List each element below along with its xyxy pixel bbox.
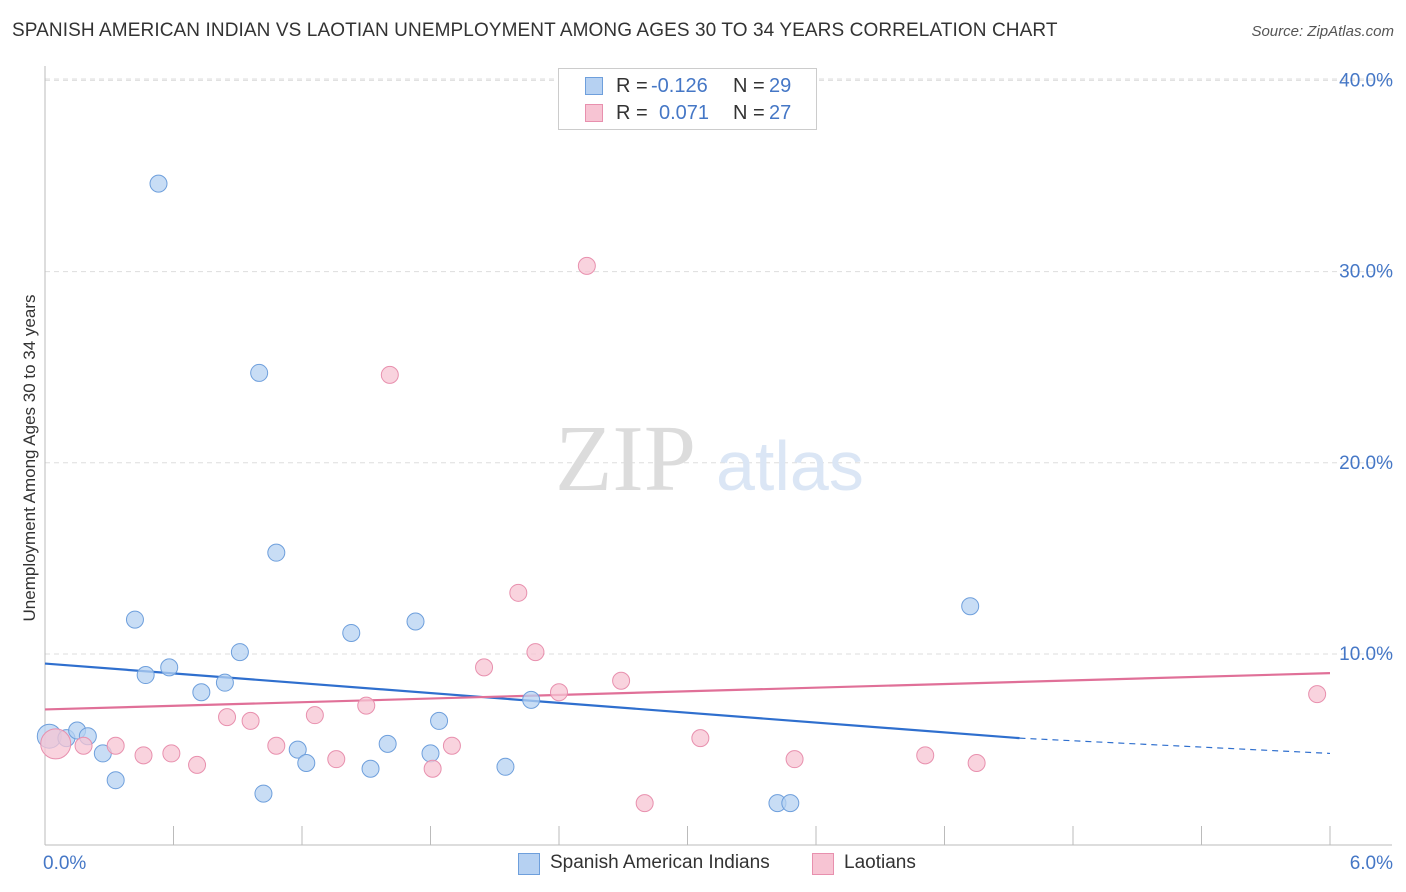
blue-point [406, 612, 425, 631]
blue-point [496, 757, 515, 776]
pink-point [218, 708, 237, 727]
blue-point [378, 734, 397, 753]
pink-point [106, 736, 125, 755]
y-tick-label: 20.0% [1339, 453, 1393, 474]
blue-point [342, 623, 361, 642]
legend-swatch-blue [585, 77, 603, 95]
blue-point [136, 666, 155, 685]
legend-r-label: R = [616, 102, 648, 124]
x-tick-label-end: 6.0% [1350, 853, 1393, 874]
blue-point [192, 683, 211, 702]
pink-point [267, 736, 286, 755]
pink-point [423, 759, 442, 778]
trend-line-laotians [44, 672, 1331, 711]
pink-point [635, 794, 654, 813]
blue-point [297, 753, 316, 772]
pink-point [241, 711, 260, 730]
chart-title: SPANISH AMERICAN INDIAN VS LAOTIAN UNEMP… [12, 20, 1058, 41]
legend-n-label: N = [733, 102, 765, 124]
blue-point [361, 759, 380, 778]
watermark-zip: ZIP [555, 407, 696, 511]
blue-point [250, 363, 269, 382]
pink-point [305, 706, 324, 725]
y-tick-label: 10.0% [1339, 644, 1393, 665]
y-tick-label: 40.0% [1339, 70, 1393, 91]
blue-point [125, 610, 144, 629]
pink-point [509, 583, 528, 602]
blue-point [781, 794, 800, 813]
gridlines [45, 78, 1392, 655]
watermark-atlas: atlas [716, 427, 864, 505]
legend-r-label: R = [616, 75, 648, 97]
legend-swatch-pink [585, 104, 603, 122]
pink-point [691, 729, 710, 748]
y-axis-label: Unemployment Among Ages 30 to 34 years [20, 294, 39, 622]
data-points [36, 174, 1327, 813]
pink-point [916, 746, 935, 765]
pink-point [1308, 685, 1327, 704]
pink-point [188, 755, 207, 774]
pink-point [526, 643, 545, 662]
pink-point [967, 753, 986, 772]
blue-point [160, 658, 179, 677]
pink-point [40, 728, 72, 760]
blue-point [421, 744, 440, 763]
pink-point [162, 744, 181, 763]
blue-point [430, 711, 449, 730]
x-tick-label-start: 0.0% [43, 853, 86, 874]
tick-labels: 10.0% 20.0% 30.0% 40.0% 0.0% 6.0% [43, 70, 1393, 874]
legend-r-value: -0.126 [651, 75, 708, 97]
legend-n-value: 29 [769, 75, 792, 97]
blue-point [149, 174, 168, 193]
legend-r-value: 0.071 [659, 102, 710, 124]
blue-point [106, 771, 125, 790]
legend-n-label: N = [733, 75, 765, 97]
pink-point [785, 750, 804, 769]
pink-point [475, 658, 494, 677]
correlation-legend: R = -0.126 N = 29 R = 0.071 N = 27 [558, 68, 817, 130]
trend-lines [44, 662, 1331, 755]
trend-line-extension [1019, 737, 1331, 755]
pink-point [134, 746, 153, 765]
pink-point [442, 736, 461, 755]
watermark: ZIP atlas [555, 407, 864, 511]
blue-point [230, 643, 249, 662]
pink-point [577, 256, 596, 275]
pink-point [550, 683, 568, 702]
pink-point [74, 736, 93, 755]
blue-point [961, 597, 980, 616]
pink-point [612, 671, 631, 690]
legend-n-value: 27 [769, 102, 792, 124]
blue-point [522, 690, 541, 709]
y-tick-label: 30.0% [1339, 262, 1393, 283]
axes [44, 66, 1392, 846]
blue-point [288, 740, 307, 759]
blue-point [254, 784, 273, 803]
bottom-legend-swatch-pink [812, 853, 834, 875]
bottom-legend-swatch-blue [518, 853, 540, 875]
blue-point [215, 673, 234, 692]
pink-point [327, 750, 346, 769]
pink-point [380, 365, 399, 384]
bottom-legend-label: Laotians [844, 852, 916, 873]
pink-point [357, 696, 376, 715]
bottom-legend-label: Spanish American Indians [550, 852, 770, 873]
source-label: Source: ZipAtlas.com [1251, 23, 1394, 40]
blue-point [267, 543, 286, 562]
